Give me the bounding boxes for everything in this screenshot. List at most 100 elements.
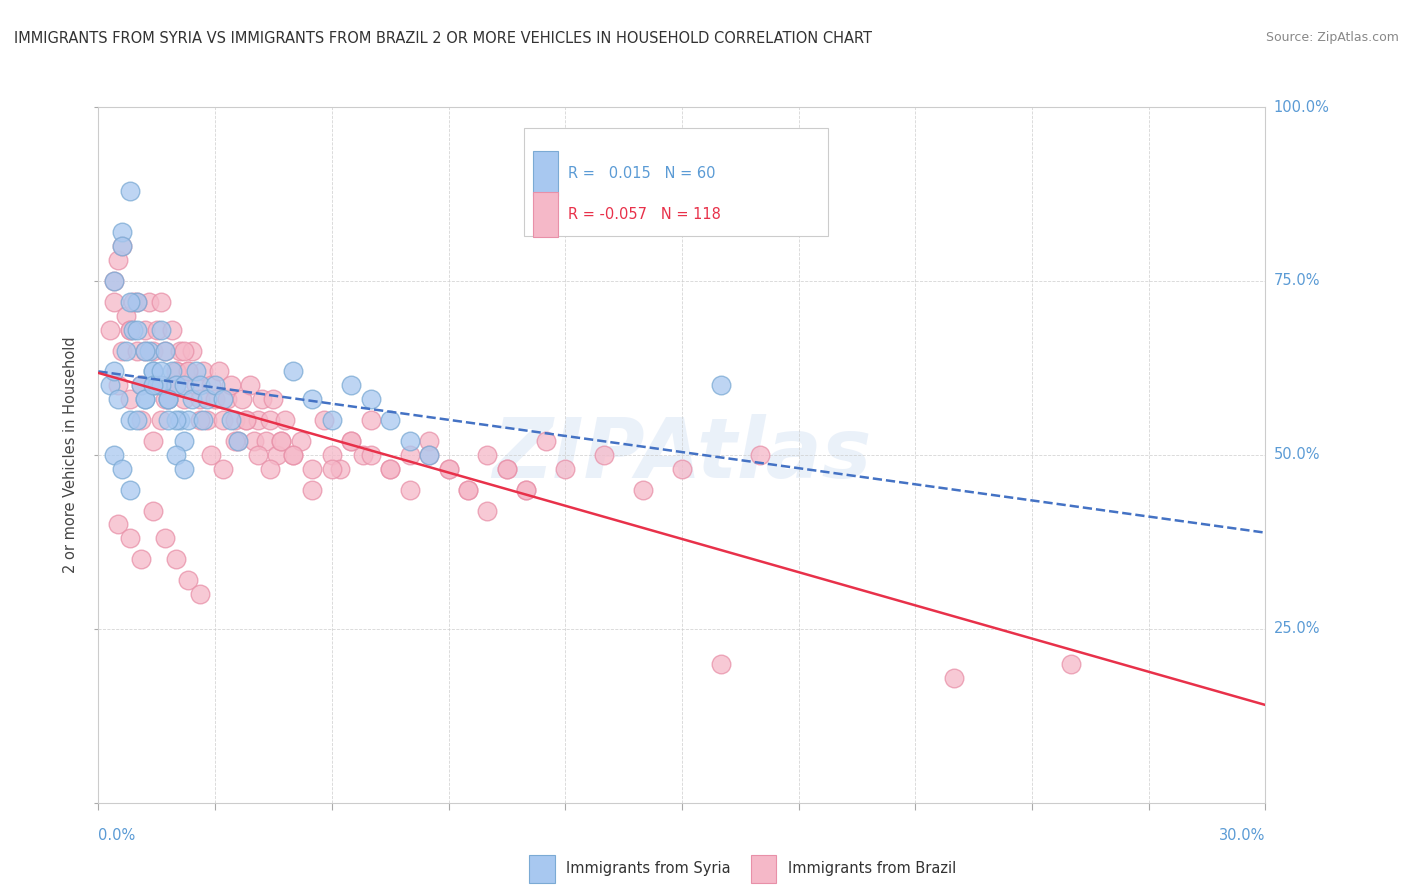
- Point: [157, 392, 180, 407]
- Point: [246, 448, 269, 462]
- Point: [127, 413, 149, 427]
- Y-axis label: 2 or more Vehicles in Household: 2 or more Vehicles in Household: [63, 336, 79, 574]
- Point: [149, 364, 172, 378]
- Text: ZIPAtlas: ZIPAtlas: [492, 415, 872, 495]
- Point: [127, 343, 149, 358]
- Point: [228, 434, 250, 448]
- Point: [118, 184, 141, 198]
- Point: [169, 413, 191, 427]
- FancyBboxPatch shape: [751, 855, 776, 883]
- Point: [496, 462, 519, 476]
- Point: [118, 323, 141, 337]
- Point: [146, 323, 169, 337]
- Point: [398, 483, 420, 497]
- Point: [631, 483, 654, 497]
- Point: [219, 378, 242, 392]
- Text: Immigrants from Syria: Immigrants from Syria: [567, 862, 731, 877]
- Point: [477, 503, 499, 517]
- Point: [710, 657, 733, 671]
- Point: [111, 225, 134, 239]
- Point: [129, 378, 152, 392]
- Point: [103, 274, 125, 288]
- Point: [250, 392, 273, 407]
- Point: [193, 364, 215, 378]
- Point: [281, 448, 304, 462]
- Point: [118, 413, 141, 427]
- Point: [142, 343, 165, 358]
- Text: Immigrants from Brazil: Immigrants from Brazil: [789, 862, 956, 877]
- Point: [118, 483, 141, 497]
- Point: [231, 392, 253, 407]
- Point: [114, 343, 136, 358]
- Point: [208, 364, 231, 378]
- Point: [281, 448, 304, 462]
- Point: [177, 364, 200, 378]
- Point: [103, 294, 125, 309]
- Text: 100.0%: 100.0%: [1274, 100, 1330, 114]
- Point: [193, 413, 215, 427]
- Text: Source: ZipAtlas.com: Source: ZipAtlas.com: [1265, 31, 1399, 45]
- Point: [165, 364, 187, 378]
- Point: [224, 413, 246, 427]
- Point: [177, 413, 200, 427]
- Point: [127, 294, 149, 309]
- Text: 30.0%: 30.0%: [1219, 828, 1265, 843]
- Point: [98, 323, 121, 337]
- Point: [173, 462, 195, 476]
- Point: [184, 364, 207, 378]
- Point: [321, 413, 343, 427]
- Point: [188, 392, 211, 407]
- Point: [157, 392, 180, 407]
- Point: [290, 434, 312, 448]
- Point: [477, 448, 499, 462]
- Point: [162, 323, 184, 337]
- Point: [380, 462, 402, 476]
- Point: [515, 483, 537, 497]
- Point: [118, 323, 141, 337]
- Point: [180, 392, 202, 407]
- Point: [107, 253, 129, 268]
- Point: [184, 378, 207, 392]
- Point: [246, 413, 269, 427]
- Point: [418, 448, 440, 462]
- Point: [204, 378, 226, 392]
- Point: [149, 413, 172, 427]
- Point: [103, 274, 125, 288]
- Point: [200, 448, 222, 462]
- Point: [138, 294, 160, 309]
- Point: [114, 309, 136, 323]
- Point: [243, 434, 266, 448]
- Text: 0.0%: 0.0%: [98, 828, 135, 843]
- Point: [157, 413, 180, 427]
- Point: [129, 378, 152, 392]
- FancyBboxPatch shape: [529, 855, 555, 883]
- Point: [215, 392, 238, 407]
- Point: [380, 413, 402, 427]
- FancyBboxPatch shape: [533, 193, 558, 237]
- Point: [134, 343, 156, 358]
- Point: [418, 434, 440, 448]
- Point: [173, 392, 195, 407]
- Point: [153, 343, 176, 358]
- Point: [239, 378, 262, 392]
- Point: [157, 392, 180, 407]
- Point: [515, 483, 537, 497]
- Point: [188, 413, 211, 427]
- Point: [173, 434, 195, 448]
- Point: [748, 448, 770, 462]
- Point: [173, 343, 195, 358]
- Point: [149, 378, 172, 392]
- Point: [134, 392, 156, 407]
- Point: [134, 392, 156, 407]
- Text: IMMIGRANTS FROM SYRIA VS IMMIGRANTS FROM BRAZIL 2 OR MORE VEHICLES IN HOUSEHOLD : IMMIGRANTS FROM SYRIA VS IMMIGRANTS FROM…: [14, 31, 872, 46]
- Text: 75.0%: 75.0%: [1274, 274, 1320, 288]
- Point: [103, 448, 125, 462]
- FancyBboxPatch shape: [524, 128, 828, 235]
- Point: [235, 413, 257, 427]
- Point: [122, 294, 145, 309]
- Point: [142, 434, 165, 448]
- Point: [554, 462, 576, 476]
- Point: [134, 323, 156, 337]
- Point: [1060, 657, 1083, 671]
- Point: [340, 378, 363, 392]
